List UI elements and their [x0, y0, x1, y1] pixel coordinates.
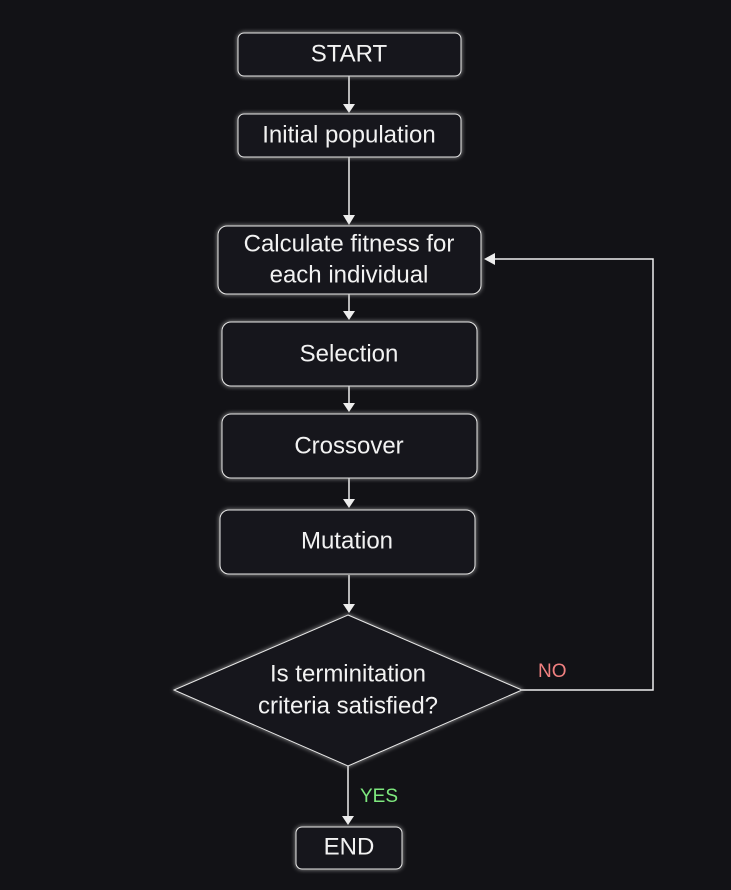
node-initial-population [237, 113, 462, 158]
node-decision-label-line2: criteria satisfied? [258, 692, 438, 719]
node-calculate-fitness [217, 225, 482, 295]
node-selection-label: Selection [300, 340, 399, 367]
node-decision [172, 614, 524, 767]
node-calculate-fitness-label-line1: Calculate fitness for [244, 230, 455, 257]
node-start [237, 32, 462, 77]
arrowhead-loop [484, 253, 495, 265]
node-mutation [219, 509, 476, 575]
arrowhead-mutation [343, 499, 355, 508]
arrowhead-decision [343, 604, 355, 613]
edge-label-no: NO [538, 661, 567, 682]
arrowhead-selection [343, 311, 355, 320]
node-end [295, 826, 403, 870]
edge-no-loop [493, 258, 654, 691]
node-crossover-label: Crossover [294, 432, 403, 459]
edges [342, 76, 654, 825]
arrowhead-crossover [343, 403, 355, 412]
arrowhead-end [342, 816, 354, 825]
node-end-label: END [324, 833, 375, 860]
node-decision-label-line1: Is terminitation [270, 660, 426, 687]
node-crossover [221, 413, 478, 479]
edge-label-yes: YES [360, 786, 398, 807]
node-start-label: START [311, 40, 388, 67]
arrowhead-fitness [343, 215, 355, 225]
node-calculate-fitness-label-line2: each individual [270, 261, 429, 288]
node-selection [221, 321, 478, 387]
node-mutation-label: Mutation [301, 527, 393, 554]
arrowhead-initial [343, 104, 355, 113]
node-initial-population-label: Initial population [262, 121, 435, 148]
